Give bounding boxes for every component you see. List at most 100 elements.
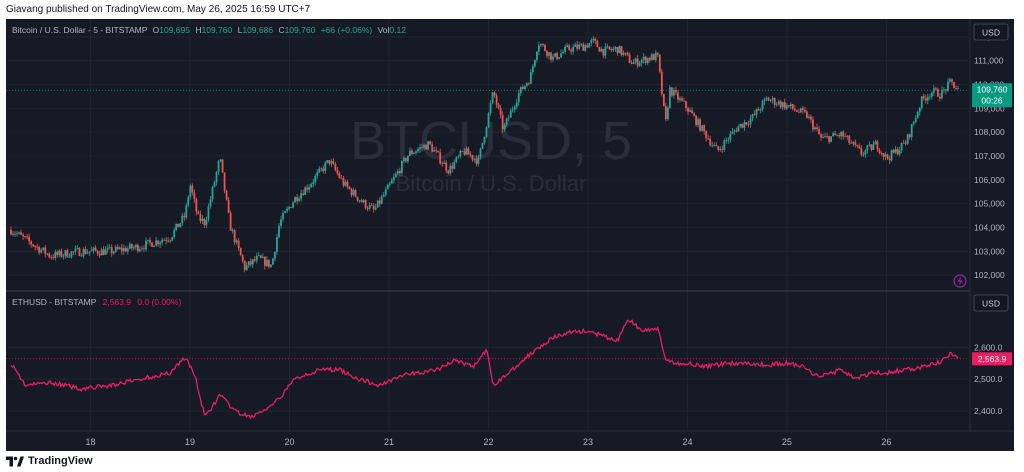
btc-candle — [368, 202, 371, 211]
btc-candle — [953, 81, 955, 89]
btc-candle — [400, 159, 403, 176]
btc-candle — [350, 187, 353, 198]
btc-candle — [582, 42, 585, 51]
btc-candle — [197, 210, 200, 215]
btc-candle — [286, 206, 288, 213]
btc-candle — [799, 107, 802, 114]
btc-candle — [312, 178, 315, 188]
btc-candle — [374, 203, 377, 211]
chart-svg[interactable]: BTCUSD, 5 Bitcoin / U.S. Dollar 112,0001… — [6, 19, 1014, 451]
btc-candle — [719, 146, 722, 152]
btc-candle — [777, 99, 780, 106]
btc-candle — [880, 151, 883, 156]
btc-candle — [209, 196, 212, 209]
btc-candle — [70, 250, 73, 259]
btc-candle — [163, 238, 166, 241]
chart-frame[interactable]: BTCUSD, 5 Bitcoin / U.S. Dollar 112,0001… — [6, 19, 1014, 451]
eth-price-axis: 2,600.0 2,500.0 2,400.0 — [974, 342, 1003, 416]
btc-candle — [656, 52, 659, 57]
btc-candle — [705, 130, 708, 142]
btc-candle — [219, 158, 222, 163]
btc-candle — [548, 52, 550, 60]
btc-candle — [509, 108, 512, 118]
btc-candle — [177, 223, 180, 228]
btc-candle — [358, 200, 361, 203]
eth-last: 2,563.9 — [103, 297, 132, 307]
btc-candle — [199, 210, 202, 224]
btc-candle — [370, 202, 373, 207]
btc-candle — [560, 49, 562, 58]
btc-currency-button[interactable]: USD — [973, 23, 1009, 41]
btc-candle — [689, 107, 691, 113]
btc-price-tick: 107,000 — [974, 151, 1005, 161]
eth-legend: ETHUSD - BITSTAMP 2,563.9 0.0 (0.00%) — [12, 297, 181, 307]
btc-candle — [602, 48, 605, 59]
btc-candle — [110, 244, 113, 257]
btc-candle — [235, 238, 238, 245]
btc-candle — [546, 50, 548, 59]
btc-candle — [151, 241, 153, 248]
btc-candle — [34, 245, 37, 251]
btc-candle — [604, 43, 607, 59]
btc-candle — [390, 177, 393, 184]
svg-text:2,563.9: 2,563.9 — [978, 354, 1007, 364]
btc-candle — [531, 64, 534, 75]
btc-candle — [570, 48, 573, 55]
btc-candle — [86, 249, 89, 255]
btc-candle — [822, 133, 824, 139]
btc-candle — [701, 124, 704, 132]
btc-candle — [386, 183, 389, 190]
btc-candle — [179, 222, 182, 228]
btc-candle — [44, 244, 47, 258]
btc-candle — [153, 245, 155, 247]
btc-candle — [830, 136, 833, 143]
btc-candle — [840, 131, 843, 140]
btc-candle — [294, 196, 296, 203]
btc-candle — [596, 39, 599, 48]
btc-candle — [937, 87, 939, 98]
btc-candle — [48, 252, 51, 259]
btc-candle — [126, 246, 129, 255]
btc-candle — [78, 247, 81, 257]
btc-candle — [124, 245, 127, 253]
svg-text:USD: USD — [982, 299, 1000, 309]
btc-candle — [463, 148, 466, 156]
btc-candle — [584, 43, 587, 53]
btc-candle — [834, 130, 837, 136]
btc-candle — [94, 245, 97, 252]
btc-candle — [32, 243, 35, 248]
btc-candle — [612, 46, 615, 52]
time-tick-label: 22 — [483, 437, 493, 447]
btc-candle — [80, 253, 83, 257]
btc-candle — [445, 160, 448, 174]
btc-candle — [157, 239, 159, 247]
btc-candle — [874, 139, 877, 145]
time-tick-label: 24 — [682, 437, 692, 447]
eth-currency-button[interactable]: USD — [973, 294, 1009, 312]
btc-candle — [334, 162, 337, 172]
alert-bolt-icon[interactable] — [953, 274, 967, 288]
btc-candle — [763, 97, 766, 105]
btc-candle — [930, 91, 933, 100]
btc-candle — [342, 175, 345, 188]
btc-candle — [749, 114, 752, 128]
btc-candle — [330, 158, 333, 167]
btc-candle — [20, 229, 22, 235]
btc-candle — [654, 49, 657, 63]
btc-candle — [556, 51, 558, 61]
btc-candle — [477, 154, 480, 167]
btc-candle — [695, 114, 697, 127]
btc-candle — [425, 143, 427, 150]
btc-candle — [525, 82, 528, 88]
btc-candle — [46, 253, 49, 256]
btc-candle — [928, 93, 931, 101]
btc-candle — [630, 60, 633, 65]
btc-candle — [348, 186, 351, 190]
btc-candle — [943, 87, 945, 93]
btc-candle — [207, 203, 210, 222]
btc-candle — [16, 230, 18, 237]
btc-candle — [566, 42, 569, 48]
btc-candle — [439, 148, 442, 166]
btc-candle — [128, 242, 131, 250]
btc-candle — [894, 146, 897, 155]
